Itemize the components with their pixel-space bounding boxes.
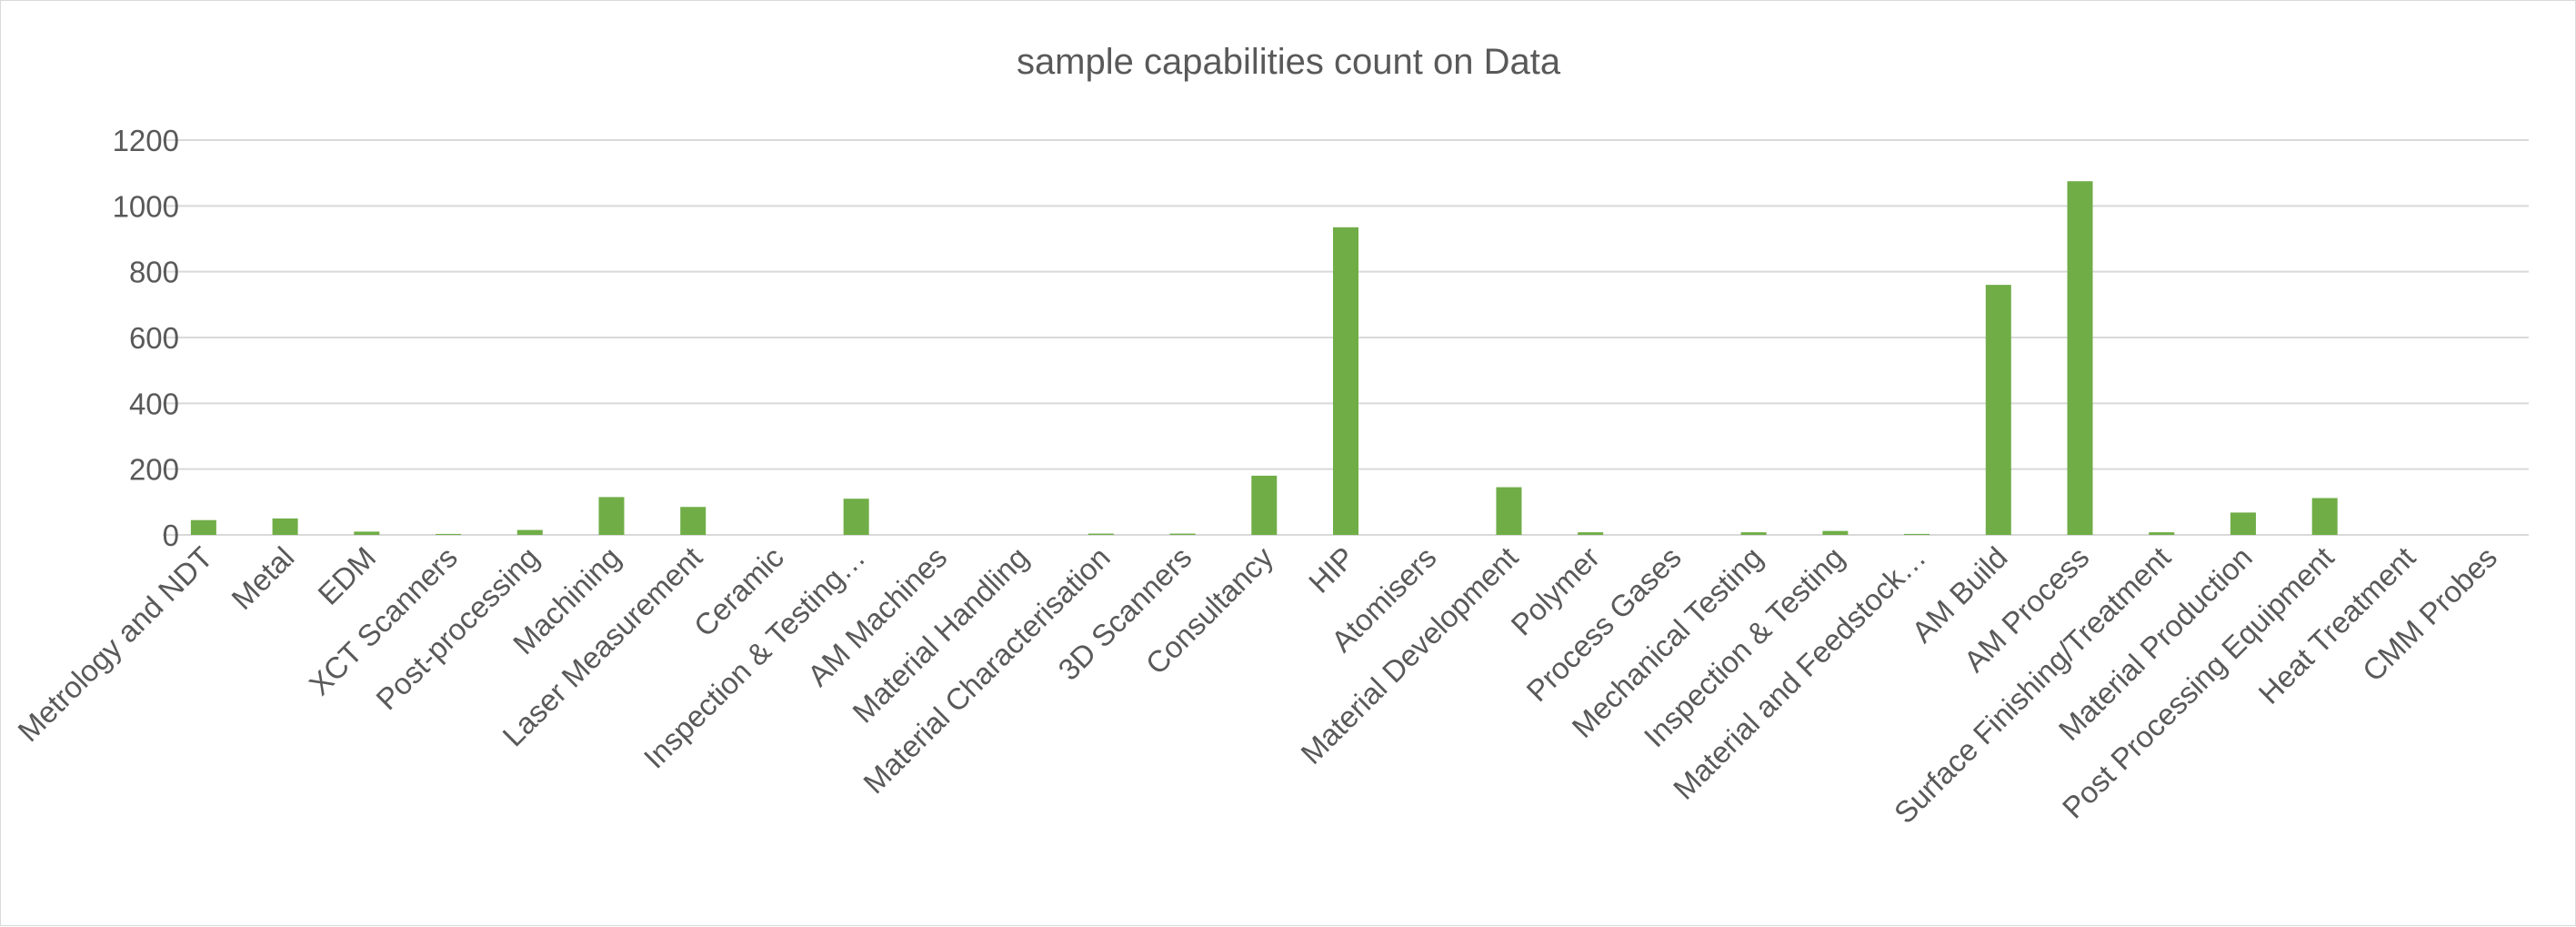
bar — [2311, 498, 2338, 535]
bar — [1578, 532, 1604, 535]
bar — [1740, 532, 1767, 535]
x-category-label: HIP — [1302, 540, 1361, 600]
x-category-label: EDM — [311, 540, 382, 611]
y-tick-label: 400 — [129, 387, 179, 420]
bar — [1333, 227, 1358, 535]
y-tick-label: 1000 — [113, 189, 179, 223]
bar — [1169, 533, 1196, 535]
bar — [1496, 487, 1522, 535]
y-axis-ticks: 0 200 400 600 800 1000 1200 — [113, 124, 179, 552]
bar — [1822, 530, 1849, 535]
bar — [2149, 532, 2175, 535]
y-tick-label: 1200 — [113, 124, 179, 157]
y-tick-label: 800 — [129, 256, 179, 289]
bar — [680, 507, 707, 535]
x-category-label: Metrology and NDT — [11, 540, 218, 748]
bar — [436, 533, 462, 535]
bar — [516, 529, 543, 535]
x-category-label: XCT Scanners — [303, 540, 464, 701]
bar — [354, 531, 380, 535]
bar — [1985, 285, 2011, 535]
bar — [1904, 533, 1930, 535]
bar — [272, 518, 298, 535]
bar — [2230, 512, 2256, 535]
bar — [598, 497, 625, 535]
y-tick-label: 600 — [129, 321, 179, 355]
chart-title: sample capabilities count on Data — [1017, 42, 1561, 82]
bar — [1088, 533, 1114, 535]
bar — [190, 519, 216, 535]
bars — [190, 181, 2338, 536]
y-tick-label: 200 — [129, 453, 179, 487]
bar — [843, 499, 869, 535]
bar — [2067, 181, 2093, 536]
y-tick-label: 0 — [163, 519, 179, 552]
bar — [1251, 475, 1278, 535]
x-category-label: Metal — [225, 540, 300, 616]
